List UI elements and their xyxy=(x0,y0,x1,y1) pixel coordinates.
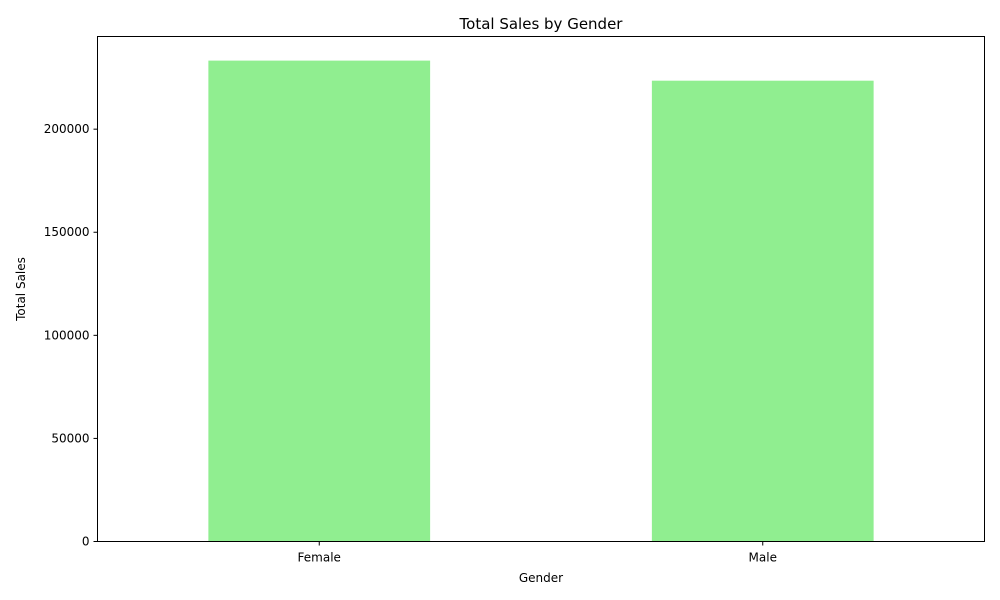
y-axis-ticks: 0 50000 100000 150000 200000 xyxy=(44,122,98,549)
bar-male xyxy=(651,80,874,542)
plot-frame xyxy=(97,36,985,542)
bars-group xyxy=(208,60,874,542)
y-axis-label: Total Sales xyxy=(14,257,28,322)
y-tick-label: 200000 xyxy=(44,122,90,136)
y-tick-label: 50000 xyxy=(51,431,89,445)
bar-female xyxy=(208,60,431,542)
x-tick-label: Male xyxy=(749,551,777,565)
y-tick-label: 100000 xyxy=(44,328,90,342)
x-tick-label: Female xyxy=(298,551,341,565)
x-axis-label: Gender xyxy=(519,571,563,585)
y-tick-label: 0 xyxy=(82,535,90,549)
x-axis-ticks: Female Male xyxy=(298,541,777,565)
chart-title: Total Sales by Gender xyxy=(459,15,624,33)
y-tick-label: 150000 xyxy=(44,225,90,239)
